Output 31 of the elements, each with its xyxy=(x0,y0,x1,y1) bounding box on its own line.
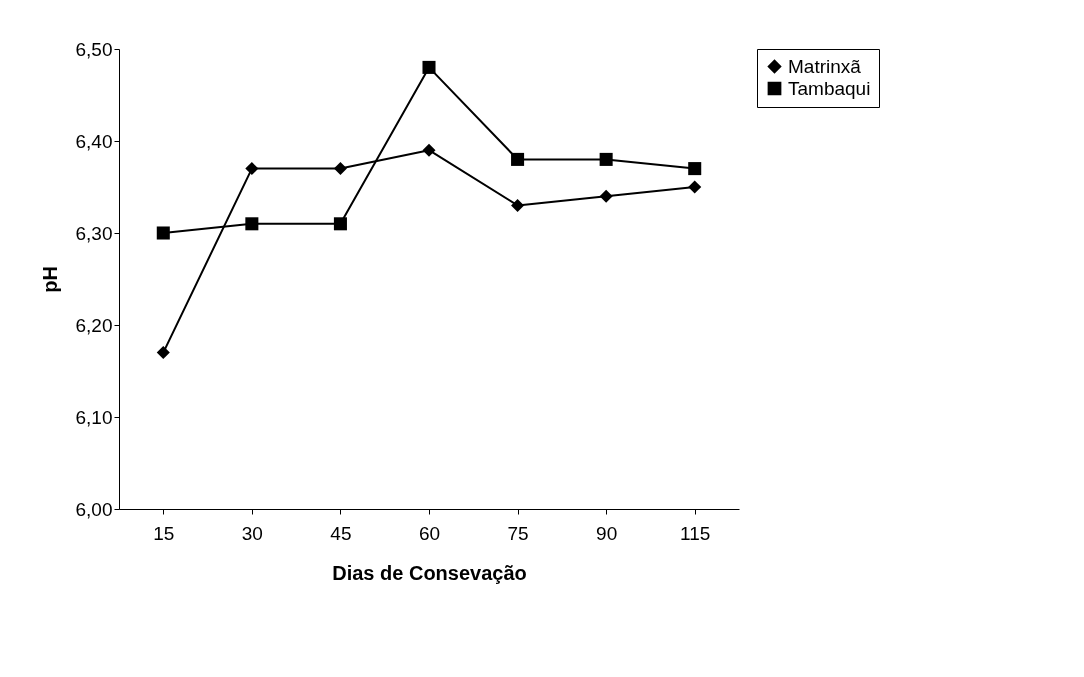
x-tick-label: 115 xyxy=(680,522,711,544)
x-tick-label: 90 xyxy=(596,522,618,544)
point xyxy=(688,180,702,194)
point xyxy=(599,152,613,166)
point xyxy=(333,217,347,231)
legend-label: Tambaqui xyxy=(788,77,871,99)
point xyxy=(511,152,525,166)
point xyxy=(333,162,347,176)
y-tick-label: 6,10 xyxy=(75,406,113,428)
x-tick-label: 75 xyxy=(507,522,529,544)
y-axis-title: pH xyxy=(38,266,61,293)
point xyxy=(156,346,170,360)
point xyxy=(422,60,436,74)
point xyxy=(156,226,170,240)
legend-label: Matrinxã xyxy=(788,55,862,77)
x-tick-label: 60 xyxy=(418,522,441,544)
point xyxy=(688,162,702,176)
point xyxy=(245,217,259,231)
point xyxy=(599,189,613,203)
y-tick-label: 6,50 xyxy=(75,38,113,60)
x-tick-label: 45 xyxy=(330,522,352,544)
x-axis-title: Dias de Consevação xyxy=(332,561,527,584)
x-tick-label: 30 xyxy=(241,522,263,544)
y-tick-label: 6,00 xyxy=(75,498,113,520)
y-tick-label: 6,20 xyxy=(75,314,113,336)
x-tick-label: 15 xyxy=(153,522,175,544)
point xyxy=(511,198,525,212)
y-tick-label: 6,40 xyxy=(75,130,113,152)
y-tick-label: 6,30 xyxy=(75,222,113,244)
point xyxy=(422,143,436,157)
point xyxy=(245,162,259,176)
